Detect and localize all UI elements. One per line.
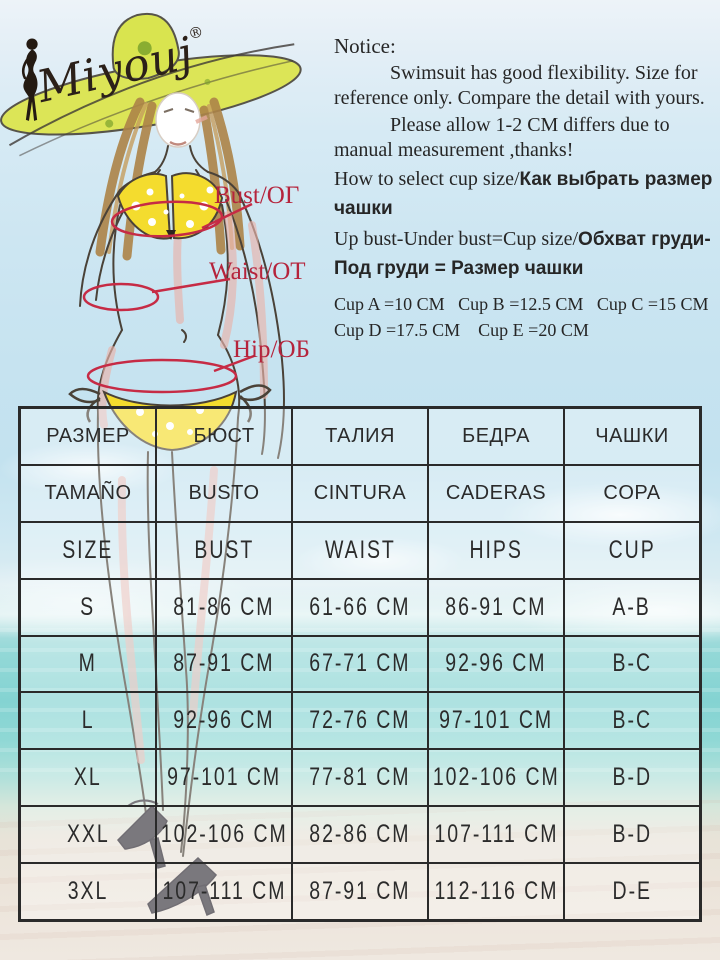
size-table-cell: 97-101 CM [156,749,292,807]
horizon-haze [0,586,720,638]
size-table-cell: 67-71 CM [292,635,428,693]
face [155,92,208,148]
size-table-cell: 102-106 CM [428,749,564,807]
notice-title: Notice: [334,34,396,58]
size-table-cell: XL [20,749,156,807]
size-table-cell: COPA [564,464,700,522]
size-table-cell: B-C [564,635,700,693]
size-table-cell: S [20,578,156,636]
cup-size-formula-ru: Обхват груди-Под груди = Размер чашки [334,229,711,279]
hair-strands [95,97,245,261]
notice-block: Notice: Swimsuit has good flexibility. S… [334,34,720,343]
bikini-top [116,172,224,240]
measurement-annotations [82,200,255,394]
size-table-cell: 72-76 CM [292,692,428,750]
size-table-cell: CUP [564,521,700,579]
size-table-cell: B-D [564,806,700,864]
bust-label: Bust/ОГ [214,182,300,209]
size-table-cell: 81-86 CM [156,578,292,636]
size-table-cell: РАЗМЕР [20,408,156,465]
size-table-cell: CINTURA [292,464,428,522]
size-table-cell: TAMAÑO [20,464,156,522]
size-table-cell: 97-101 CM [428,692,564,750]
brand-logo: Miyouj® [14,22,214,142]
size-table-cell: 3XL [20,863,156,920]
high-heel-shoes [117,799,218,917]
hip-label: Hip/ОБ [233,336,310,363]
brand-name: Miyouj® [32,22,207,113]
size-table-cell: L [20,692,156,750]
woman-silhouette-icon [21,38,38,121]
size-table-cell: 87-91 CM [292,863,428,920]
cup-size-howto: How to select cup size/Как выбрать разме… [334,165,720,223]
size-table-cell: 102-106 CM [156,806,292,864]
size-table-cell: БЕДРА [428,408,564,465]
size-table-cell: 86-91 CM [428,578,564,636]
size-table-cell: 92-96 CM [428,635,564,693]
cup-size-howto-en: How to select cup size/ [334,168,520,190]
size-table-cell: 92-96 CM [156,692,292,750]
size-table-cell: A-B [564,578,700,636]
size-table-cell: WAIST [292,521,428,579]
size-table-cell: CADERAS [428,464,564,522]
cup-values-line-2: Cup D =17.5 CM Cup E =20 CM [334,320,589,340]
size-table-cell: ЧАШКИ [564,408,700,465]
size-table-cell: 107-111 CM [428,806,564,864]
size-table-cell: 82-86 CM [292,806,428,864]
waist-label: Waist/ОТ [209,258,306,285]
size-table-cell: БЮСТ [156,408,292,465]
size-table-cell: 112-116 CM [428,863,564,920]
size-table-cell: BUSTO [156,464,292,522]
size-table-cell: XXL [20,806,156,864]
size-table-cell: D-E [564,863,700,920]
size-table: РАЗМЕР БЮСТ ТАЛИЯ БЕДРА ЧАШКИ TAMAÑO BUSTO CINT… [18,406,702,922]
size-table-cell: 77-81 CM [292,749,428,807]
size-table-cell: HIPS [428,521,564,579]
cup-size-howto-ru: Как выбрать размер чашки [334,169,713,219]
size-table-cell: B-D [564,749,700,807]
cup-size-formula-en: Up bust-Under bust=Cup size/ [334,228,579,250]
size-table-cell: SIZE [20,521,156,579]
cup-values-line-1: Cup A =10 CM Cup B =12.5 CM Cup C =15 CM [334,294,709,314]
size-table-cell: ТАЛИЯ [292,408,428,465]
size-table-cell: M [20,635,156,693]
size-table-cell: 87-91 CM [156,635,292,693]
model-sketch-illustration [0,12,302,917]
notice-paragraph-2: Please allow 1-2 CM differs due to manua… [334,114,670,161]
size-table-cell: BUST [156,521,292,579]
sand-texture [0,800,720,960]
size-table-cell: 107-111 CM [156,863,292,920]
sea-texture [0,612,720,787]
notice-paragraph-1: Swimsuit has good flexibility. Size for … [334,62,705,109]
cup-size-formula: Up bust-Under bust=Cup size/Обхват груди… [334,225,720,283]
size-table-cell: B-C [564,692,700,750]
size-table-cell: 61-66 CM [292,578,428,636]
